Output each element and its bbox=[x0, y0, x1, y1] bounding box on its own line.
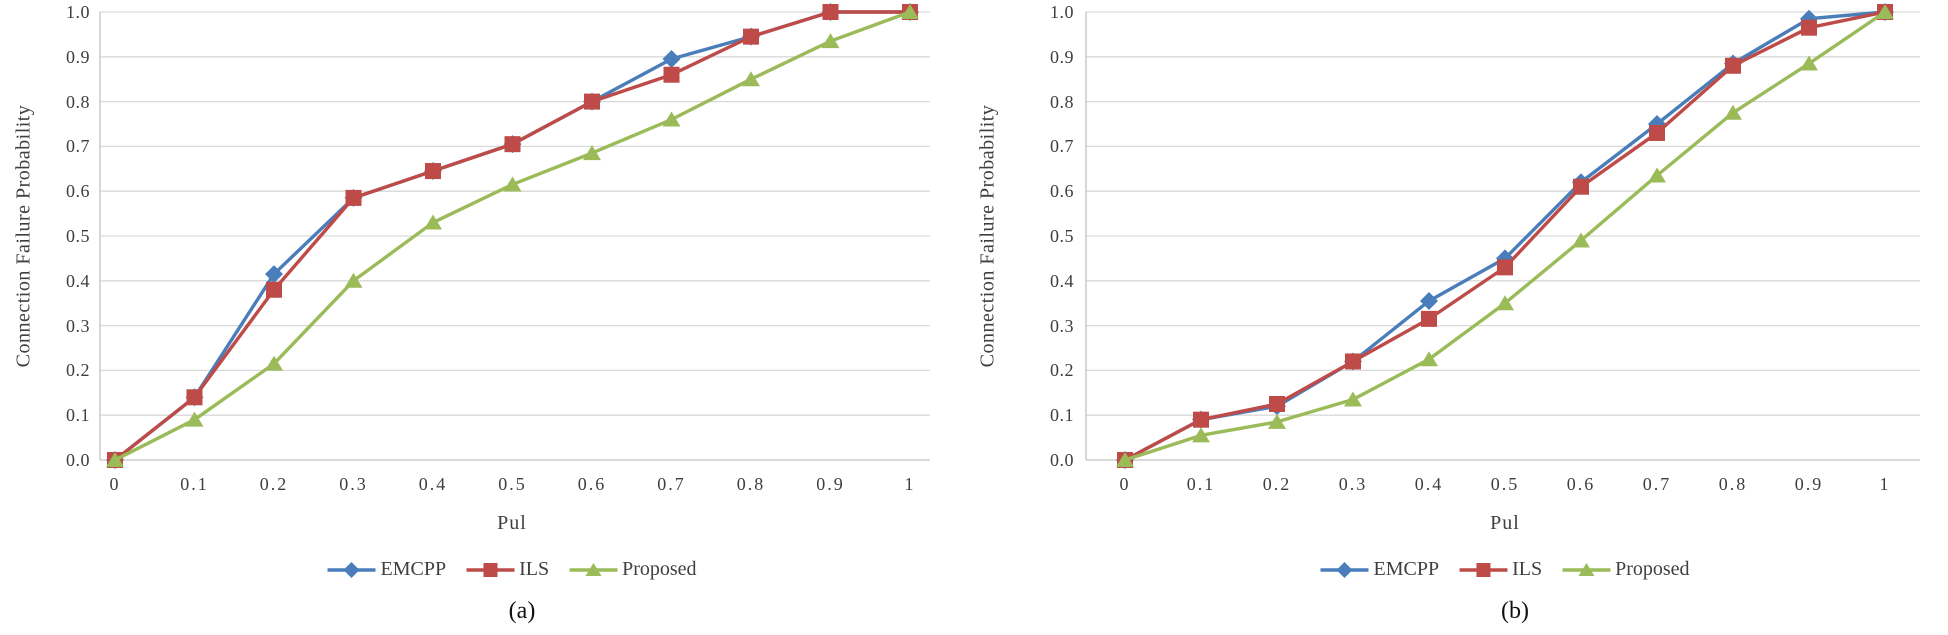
chart-a-series-proposed bbox=[106, 4, 919, 467]
emcpp-diamond-marker-icon bbox=[662, 50, 681, 69]
ils-square-marker-icon bbox=[186, 389, 203, 406]
proposed-triangle-marker-icon bbox=[1268, 413, 1286, 429]
proposed-triangle-marker-icon bbox=[1724, 104, 1742, 120]
legend-item-label: EMCPP bbox=[1373, 558, 1440, 580]
chart-a-panel: Connection Failure Probability 0.0 0.1 0.2… bbox=[12, 2, 930, 624]
proposed-triangle-marker-icon bbox=[424, 214, 442, 230]
legend-item-label: EMCPP bbox=[380, 558, 447, 580]
ils-square-marker-icon bbox=[266, 281, 282, 298]
ils-square-marker-icon bbox=[1421, 310, 1437, 327]
chart-a-legend: EMCPP ILS Proposed bbox=[327, 558, 697, 581]
legend-item-emcpp: EMCPP bbox=[327, 558, 446, 581]
legend-item-emcpp: EMCPP bbox=[1320, 558, 1439, 581]
proposed-triangle-marker-icon bbox=[106, 452, 124, 467]
proposed-triangle-marker-icon bbox=[1648, 167, 1666, 183]
proposed-triangle-marker-icon bbox=[742, 71, 760, 87]
legend-item-label: Proposed bbox=[1615, 558, 1690, 580]
ils-square-marker-icon bbox=[1573, 178, 1589, 195]
chart-b-series-proposed bbox=[1116, 4, 1894, 467]
proposed-triangle-marker-icon bbox=[1344, 391, 1362, 407]
chart-b-panel: Connection Failure Probability 0.0 0.1 0.2… bbox=[974, 0, 1948, 635]
emcpp-diamond-legend-icon bbox=[1320, 561, 1369, 578]
chart-b-plot bbox=[1085, 3, 1920, 469]
proposed-triangle-legend-icon bbox=[1562, 562, 1611, 576]
legend-item-proposed: Proposed bbox=[1562, 558, 1690, 581]
proposed-triangle-marker-icon bbox=[821, 33, 840, 49]
proposed-triangle-marker-icon bbox=[1800, 55, 1818, 71]
chart-b-y-axis-title: Connection Failure Probability bbox=[976, 104, 999, 368]
ils-square-marker-icon bbox=[584, 93, 600, 110]
ils-square-marker-icon bbox=[425, 163, 441, 180]
legend-item-ils: ILS bbox=[466, 558, 549, 581]
ils-square-marker-icon bbox=[822, 4, 839, 20]
proposed-triangle-marker-icon bbox=[1572, 232, 1590, 248]
ils-square-marker-icon bbox=[1269, 396, 1285, 412]
proposed-triangle-marker-icon bbox=[1192, 427, 1210, 443]
emcpp-diamond-marker-icon bbox=[265, 265, 283, 284]
ils-square-marker-icon bbox=[1801, 19, 1817, 36]
legend-item-ils: ILS bbox=[1459, 558, 1542, 581]
emcpp-diamond-legend-icon bbox=[327, 561, 376, 578]
ils-square-legend-icon bbox=[1459, 562, 1508, 577]
chart-b-x-axis-title: Pul bbox=[1490, 512, 1520, 534]
chart-b-caption: (b) bbox=[1501, 598, 1529, 624]
proposed-triangle-marker-icon bbox=[1420, 351, 1438, 367]
chart-a-y-axis-title: Connection Failure Probability bbox=[12, 104, 35, 368]
legend-item-label: ILS bbox=[519, 558, 550, 580]
proposed-triangle-marker-icon bbox=[344, 272, 363, 288]
proposed-triangle-marker-icon bbox=[662, 111, 681, 127]
chart-a-x-axis-title: Pul bbox=[497, 512, 527, 534]
legend-item-label: Proposed bbox=[622, 558, 697, 580]
ils-square-marker-icon bbox=[1193, 411, 1209, 428]
ils-square-marker-icon bbox=[345, 189, 362, 206]
proposed-triangle-marker-icon bbox=[185, 411, 204, 427]
proposed-triangle-legend-icon bbox=[569, 562, 618, 576]
proposed-triangle-marker-icon bbox=[503, 176, 522, 192]
ils-square-marker-icon bbox=[1497, 259, 1513, 276]
legend-item-label: ILS bbox=[1512, 558, 1543, 580]
emcpp-diamond-marker-icon bbox=[1420, 291, 1438, 310]
ils-square-marker-icon bbox=[504, 136, 521, 153]
ils-square-marker-icon bbox=[743, 28, 759, 45]
ils-square-marker-icon bbox=[1725, 57, 1741, 74]
proposed-triangle-marker-icon bbox=[901, 4, 919, 19]
proposed-triangle-marker-icon bbox=[1116, 452, 1134, 467]
chart-a-gridlines bbox=[100, 11, 930, 461]
ils-square-legend-icon bbox=[466, 562, 515, 577]
ils-square-marker-icon bbox=[1649, 124, 1665, 141]
proposed-triangle-marker-icon bbox=[1496, 295, 1514, 311]
proposed-triangle-marker-icon bbox=[583, 145, 601, 161]
proposed-triangle-marker-icon bbox=[265, 355, 283, 371]
proposed-triangle-marker-icon bbox=[1876, 4, 1894, 19]
ils-square-marker-icon bbox=[1345, 353, 1361, 370]
chart-a-caption: (a) bbox=[508, 598, 536, 624]
ils-square-marker-icon bbox=[663, 66, 680, 83]
chart-b-legend: EMCPP ILS Proposed bbox=[1320, 558, 1690, 581]
legend-item-proposed: Proposed bbox=[569, 558, 697, 581]
emcpp-diamond-marker-icon bbox=[1800, 9, 1818, 28]
chart-b-gridlines bbox=[1086, 11, 1920, 461]
chart-a-plot bbox=[99, 3, 930, 469]
